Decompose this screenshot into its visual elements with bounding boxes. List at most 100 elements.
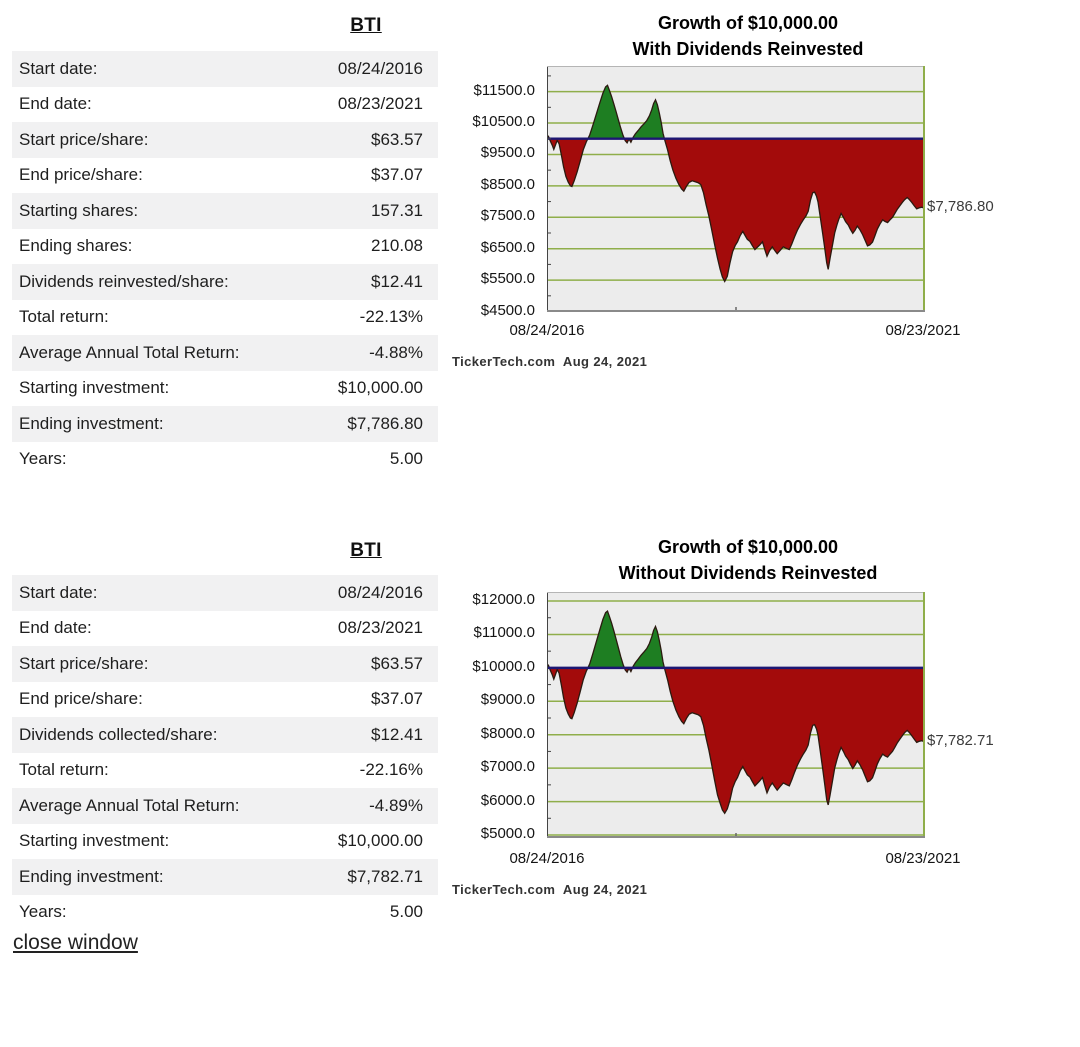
row-label: Starting shares: — [19, 200, 139, 220]
y-axis-label: $8500.0 — [480, 175, 535, 193]
y-axis-label: $12000.0 — [472, 591, 535, 609]
row-label: Years: — [19, 902, 67, 922]
y-axis-label: $7500.0 — [480, 207, 535, 225]
row-value: 08/24/2016 — [337, 58, 423, 78]
y-axis-label: $9500.0 — [480, 144, 535, 162]
chart-subtitle: Without Dividends Reinvested — [618, 563, 878, 583]
chart-title: Growth of $10,000.00 — [657, 537, 839, 557]
row-label: Average Annual Total Return: — [19, 795, 240, 815]
growth-chart-svg — [547, 66, 925, 312]
row-label: Start price/share: — [19, 653, 149, 673]
table-row: Start date: 08/24/2016 — [12, 51, 438, 87]
table-row: Average Annual Total Return: -4.88% — [12, 335, 438, 371]
y-axis-label: $9000.0 — [480, 691, 535, 709]
row-value: 5.00 — [389, 902, 423, 922]
row-value: $63.57 — [371, 653, 423, 673]
row-value: $12.41 — [371, 271, 423, 291]
row-value: 210.08 — [371, 236, 423, 256]
table-row: Years: 5.00 — [12, 442, 438, 478]
row-value: 157.31 — [371, 200, 423, 220]
row-value: $7,786.80 — [347, 413, 423, 433]
row-value: 08/23/2021 — [337, 618, 423, 638]
table-row: Ending shares: 210.08 — [12, 229, 438, 265]
table-row: Starting investment: $10,000.00 — [12, 824, 438, 860]
row-value: $37.07 — [371, 165, 423, 185]
y-axis-label: $11500.0 — [473, 81, 535, 99]
row-label: Starting investment: — [19, 378, 170, 398]
y-axis-label: $7000.0 — [480, 758, 535, 776]
y-axis-label: $6500.0 — [480, 238, 535, 256]
row-label: Total return: — [19, 307, 109, 327]
table-row: End price/share: $37.07 — [12, 158, 438, 194]
row-value: -4.89% — [369, 795, 423, 815]
chart-title: Growth of $10,000.00 — [657, 13, 839, 33]
y-axis-label: $4500.0 — [480, 301, 535, 319]
y-axis-label: $10000.0 — [472, 657, 535, 675]
x-axis-label: 08/24/2016 — [509, 322, 585, 339]
stats-table: Start date: 08/24/2016 End date: 08/23/2021… — [12, 51, 438, 477]
row-value: $63.57 — [371, 129, 423, 149]
row-label: End price/share: — [19, 689, 143, 709]
ticker-header[interactable]: BTI — [350, 15, 382, 36]
y-axis-label: $6000.0 — [480, 791, 535, 809]
row-label: Total return: — [19, 760, 109, 780]
y-axis-label: $8000.0 — [480, 724, 535, 742]
table-row: Years: 5.00 — [12, 895, 438, 931]
table-row: Ending investment: $7,782.71 — [12, 859, 438, 895]
ticker-header[interactable]: BTI — [350, 540, 382, 561]
row-value: 08/23/2021 — [337, 94, 423, 114]
row-value: 08/24/2016 — [337, 582, 423, 602]
table-row: Average Annual Total Return: -4.89% — [12, 788, 438, 824]
end-value-label: $7,786.80 — [927, 198, 994, 216]
row-label: Start date: — [19, 58, 98, 78]
close-window-link[interactable]: close window — [13, 931, 138, 954]
chart-subtitle: With Dividends Reinvested — [632, 39, 864, 59]
x-axis-label: 08/23/2021 — [885, 322, 961, 339]
row-label: Ending shares: — [19, 236, 133, 256]
row-value: $7,782.71 — [347, 866, 423, 886]
table-row: End date: 08/23/2021 — [12, 611, 438, 647]
stats-table: Start date: 08/24/2016 End date: 08/23/2021… — [12, 575, 438, 930]
table-row: Total return: -22.13% — [12, 300, 438, 336]
growth-chart-svg — [547, 592, 925, 838]
row-value: $37.07 — [371, 689, 423, 709]
row-label: Dividends reinvested/share: — [19, 271, 229, 291]
table-row: Dividends collected/share: $12.41 — [12, 717, 438, 753]
y-axis-label: $5000.0 — [480, 824, 535, 842]
row-label: Average Annual Total Return: — [19, 342, 240, 362]
row-label: Ending investment: — [19, 866, 164, 886]
table-row: Total return: -22.16% — [12, 753, 438, 789]
row-label: End date: — [19, 94, 92, 114]
x-axis-label: 08/24/2016 — [509, 850, 585, 867]
row-value: -4.88% — [369, 342, 423, 362]
row-label: End price/share: — [19, 165, 143, 185]
table-row: Start price/share: $63.57 — [12, 646, 438, 682]
table-row: Start price/share: $63.57 — [12, 122, 438, 158]
y-axis-label: $5500.0 — [480, 270, 535, 288]
row-value: $10,000.00 — [337, 831, 423, 851]
end-value-label: $7,782.71 — [927, 731, 994, 749]
table-row: Start date: 08/24/2016 — [12, 575, 438, 611]
row-value: $12.41 — [371, 724, 423, 744]
table-row: End date: 08/23/2021 — [12, 87, 438, 123]
table-row: Starting shares: 157.31 — [12, 193, 438, 229]
chart-footer: TickerTech.com Aug 24, 2021 — [452, 882, 648, 897]
row-label: End date: — [19, 618, 92, 638]
row-label: Dividends collected/share: — [19, 724, 218, 744]
table-row: Starting investment: $10,000.00 — [12, 371, 438, 407]
row-label: Starting investment: — [19, 831, 170, 851]
y-axis-label: $11000.0 — [473, 624, 535, 642]
row-label: Start date: — [19, 582, 98, 602]
table-row: Dividends reinvested/share: $12.41 — [12, 264, 438, 300]
row-value: 5.00 — [389, 449, 423, 469]
row-value: -22.16% — [359, 760, 423, 780]
row-value: -22.13% — [359, 307, 423, 327]
row-label: Years: — [19, 449, 67, 469]
y-axis-label: $10500.0 — [472, 113, 535, 131]
table-row: End price/share: $37.07 — [12, 682, 438, 718]
table-row: Ending investment: $7,786.80 — [12, 406, 438, 442]
x-axis-label: 08/23/2021 — [885, 850, 961, 867]
row-label: Start price/share: — [19, 129, 149, 149]
chart-footer: TickerTech.com Aug 24, 2021 — [452, 354, 648, 369]
